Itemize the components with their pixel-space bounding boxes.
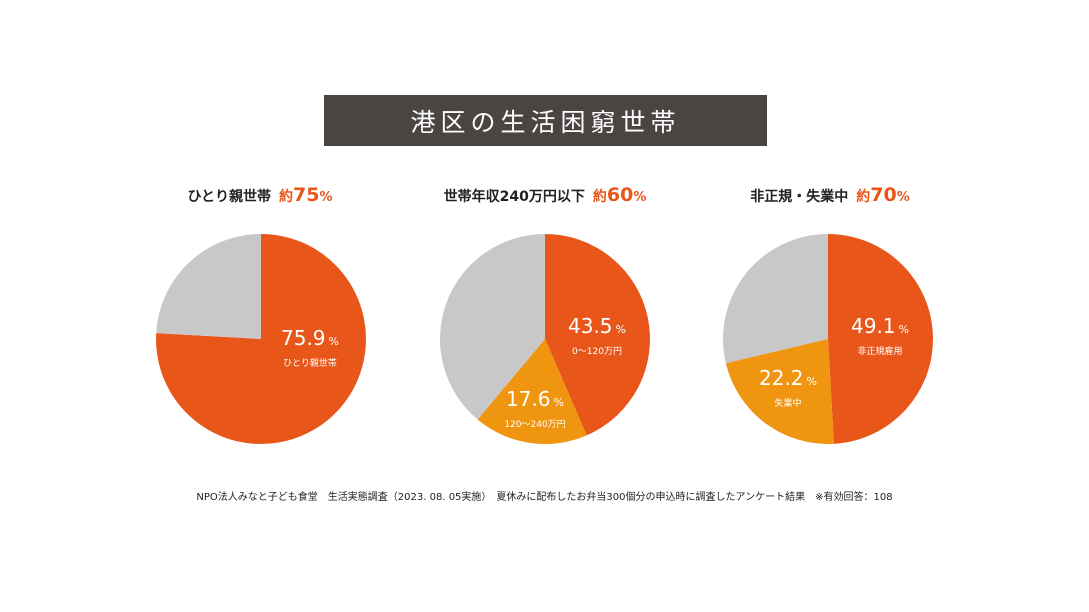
pie-chart-0: 75.9 % ひとり親世帯 <box>156 234 366 444</box>
slice-category-label: ひとり親世帯 <box>283 357 337 369</box>
slice-value-label: 22.2% <box>759 366 817 390</box>
highlight-prefix: 約 <box>856 189 871 205</box>
page-title: 港区の生活困窮世帯 <box>324 95 767 146</box>
highlight-unit: % <box>319 190 333 205</box>
slice-value-label: 49.1% <box>851 314 909 338</box>
pie-chart-1: 43.5 % 0～120万円 17.6 % 120～240万円 <box>440 234 651 444</box>
highlight-unit: % <box>896 190 910 205</box>
highlight-number: 60 <box>606 184 634 206</box>
pie-chart-2: 49.1 % 非正規雇用 22.2 % 失業中 <box>723 234 934 444</box>
slice-category-label: 非正規雇用 <box>857 345 902 357</box>
slice-category-label: 120～240万円 <box>504 419 565 430</box>
pie-slice <box>156 234 261 339</box>
chart-title-1: 世帯年収240万円以下 約60% <box>400 184 690 208</box>
pie-slice <box>725 339 834 444</box>
chart-highlight: 約75% <box>279 184 332 206</box>
pie-slice <box>477 339 587 444</box>
pie-slice <box>440 234 545 420</box>
chart-title-0: ひとり親世帯 約75% <box>120 184 400 208</box>
chart-title-label: 非正規・失業中 <box>750 189 849 205</box>
highlight-prefix: 約 <box>592 189 607 205</box>
highlight-unit: % <box>633 190 647 205</box>
slice-category-label: 0～120万円 <box>572 346 622 357</box>
chart-highlight: 約60% <box>593 184 646 206</box>
slice-value-label: 17.6% <box>506 387 564 411</box>
chart-title-label: 世帯年収240万円以下 <box>443 189 585 205</box>
slice-value-label: 75.9% <box>281 326 339 350</box>
pie-slice <box>545 234 651 436</box>
slice-category-label: 失業中 <box>774 397 801 409</box>
slice-value-label: 43.5% <box>568 314 626 338</box>
footnote: NPO法人みなと子ども食堂 生活実態調査（2023. 08. 05実施） 夏休み… <box>196 492 893 503</box>
highlight-prefix: 約 <box>279 189 294 205</box>
chart-highlight: 約70% <box>856 184 909 206</box>
pie-slice <box>723 234 828 364</box>
pie-slice <box>828 234 934 444</box>
highlight-number: 70 <box>870 184 897 206</box>
chart-title-label: ひとり親世帯 <box>187 189 272 205</box>
highlight-number: 75 <box>293 184 320 206</box>
chart-title-2: 非正規・失業中 約70% <box>690 184 970 208</box>
